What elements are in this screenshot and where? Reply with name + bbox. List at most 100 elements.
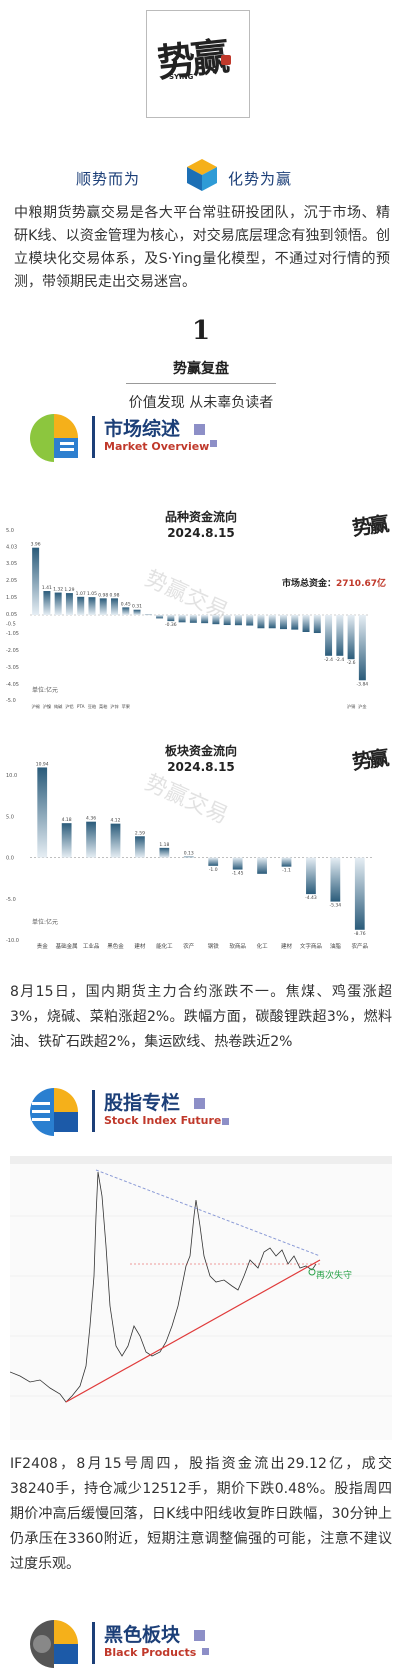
y-tick-label: 4.03 (6, 544, 17, 550)
y-tick-label: -4.05 (6, 682, 19, 688)
category-label: 能化工 (156, 942, 173, 950)
bar (88, 597, 96, 615)
section-title: 股指专栏 (104, 1092, 181, 1114)
chart-date: 2024.8.15 (167, 526, 235, 540)
bar-value-label: -2.6 (347, 660, 356, 666)
bar (110, 823, 121, 858)
category-label: PTA (77, 704, 85, 709)
bar-value-label: 3.96 (31, 542, 41, 548)
bar (32, 547, 40, 615)
bar (257, 857, 267, 874)
category-label: 豆粕 (88, 703, 96, 710)
bar-value-label: 0.13 (184, 851, 194, 857)
bar-value-label: 1.41 (42, 585, 52, 591)
chart-watermark: 势赢交易 (141, 770, 232, 829)
category-label: 农产品 (352, 942, 369, 950)
bar-value-label: 0.98 (98, 592, 108, 598)
bar (347, 615, 355, 660)
bar (330, 857, 341, 902)
bar (167, 615, 175, 622)
bar-value-label: -2.4 (335, 657, 344, 663)
bar (313, 615, 321, 634)
bar (133, 609, 141, 615)
bar-value-label: -4.43 (305, 895, 317, 901)
category-label: 贵金 (37, 942, 49, 950)
y-tick-label: -0.5 (6, 622, 16, 628)
bar (257, 615, 265, 629)
category-label: 沪锌 (110, 703, 119, 710)
section-bar (92, 1622, 95, 1664)
bar (156, 615, 164, 619)
market-summary: 8月15日，国内期货主力合约涨跌不一。焦煤、鸡蛋涨超3%，烧碱、菜粕涨超2%。跌… (10, 984, 392, 1050)
section-market-header: 市场综述 Market Overview (26, 410, 386, 464)
chart-gridlines (10, 1215, 392, 1397)
index-section-icon (30, 1088, 78, 1136)
bar-value-label: -3.84 (357, 681, 369, 687)
category-label: 油脂 (330, 942, 342, 950)
market-total-label: 市场总资金： (282, 579, 337, 589)
category-label: 沪铜 (347, 703, 355, 710)
bar-value-label: -2.4 (324, 657, 333, 663)
bar (201, 615, 209, 624)
section-black-header: 黑色板块 Black Products (26, 1616, 386, 1670)
y-tick-label: -5.0 (6, 698, 16, 704)
bar (291, 615, 299, 630)
bar-value-label: 4.12 (110, 818, 120, 824)
bar (43, 591, 51, 615)
bar (306, 857, 316, 895)
bar (268, 615, 276, 629)
recap-title: 势赢复盘 (173, 361, 229, 377)
category-label: 建材 (281, 942, 293, 950)
bar-value-label: 1.05 (87, 591, 97, 597)
y-tick-label: 5.0 (6, 814, 14, 820)
bar (223, 615, 231, 626)
category-label: 菜粕 (99, 703, 107, 710)
bar (77, 596, 85, 615)
y-tick-label: -5.0 (6, 897, 16, 903)
category-label: 文字商品 (300, 942, 323, 950)
bar-value-label: 1.18 (159, 842, 169, 848)
bar (37, 767, 48, 858)
slogan-right: 化势为赢 (228, 170, 293, 188)
bar (358, 615, 366, 681)
bar-value-label: 1.29 (64, 587, 74, 593)
support-trendline (65, 1259, 321, 1403)
bar (65, 593, 73, 615)
market-total-value: 2710.67亿 (336, 579, 387, 589)
category-label: 沪铝 (65, 703, 73, 710)
bar (122, 607, 130, 615)
bar-value-label: 4.18 (62, 817, 72, 823)
bar (232, 857, 243, 870)
bar (246, 615, 254, 626)
section-subtitle: Market Overview (104, 440, 210, 453)
annotation-text: 再次失守 (316, 1269, 352, 1281)
bar (178, 615, 186, 623)
bar (159, 847, 170, 858)
bar (61, 823, 72, 858)
section-square-icon (210, 440, 217, 447)
bar-value-label: -1.45 (232, 871, 244, 877)
logo-seal-icon (221, 55, 231, 65)
y-tick-label: 0.05 (6, 612, 17, 618)
category-label: 苹果 (122, 703, 131, 710)
recap-subtitle: 价值发现 从未辜负读者 (128, 395, 274, 411)
logo-sub: SYING (169, 73, 194, 81)
bar-value-label: -1.1 (282, 868, 291, 874)
y-tick-label: -2.05 (6, 648, 19, 654)
bar (212, 615, 220, 625)
section-square-icon (194, 1098, 205, 1109)
section-subtitle: Stock Index Futures (104, 1114, 228, 1127)
bar-value-label: -8.76 (354, 931, 366, 937)
category-label: 沪金 (358, 703, 367, 710)
index-price-chart: 再次失守 (10, 1156, 392, 1440)
bar (281, 857, 292, 867)
bar (336, 615, 344, 656)
market-section-icon (30, 414, 78, 462)
unit-note: 单位:亿元 (32, 918, 58, 926)
bar (189, 615, 197, 623)
section-square-icon (222, 1118, 229, 1125)
chart-background (10, 1156, 392, 1440)
bar (144, 614, 152, 616)
chart-sector-flow: 板块资金流向 2024.8.15 势赢 势赢交易15.010.05.00.0-5… (0, 740, 402, 970)
section-square-icon (194, 1630, 205, 1641)
